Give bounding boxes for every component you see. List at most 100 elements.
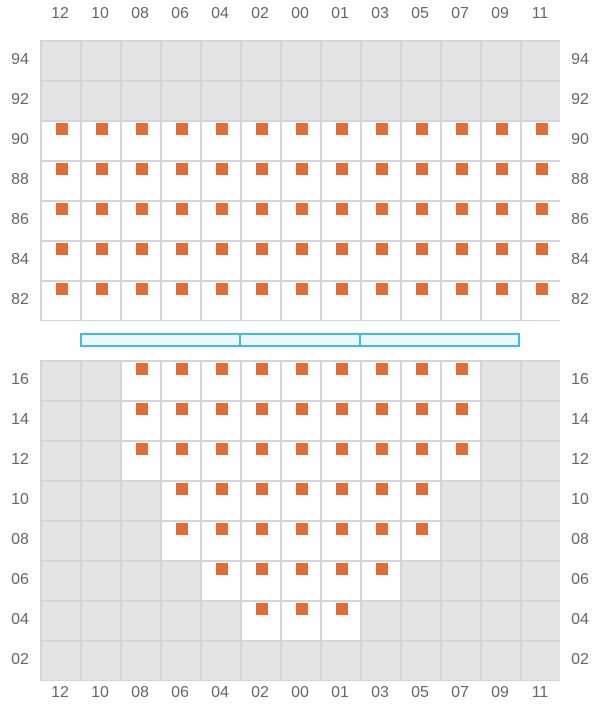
seat-marker[interactable]	[335, 242, 348, 255]
seat-cell[interactable]	[321, 121, 360, 160]
seat-cell[interactable]	[321, 361, 360, 400]
seat-marker[interactable]	[135, 122, 148, 135]
seat-cell[interactable]	[201, 521, 240, 560]
seat-marker[interactable]	[535, 162, 548, 175]
seat-cell[interactable]	[281, 241, 320, 280]
seat-marker[interactable]	[455, 162, 468, 175]
seat-cell[interactable]	[161, 201, 200, 240]
seat-cell[interactable]	[521, 121, 560, 160]
seat-marker[interactable]	[495, 242, 508, 255]
seat-marker[interactable]	[255, 122, 268, 135]
seat-cell[interactable]	[281, 401, 320, 440]
seat-marker[interactable]	[415, 282, 428, 295]
seat-marker[interactable]	[135, 402, 148, 415]
seat-cell[interactable]	[121, 241, 160, 280]
seat-marker[interactable]	[495, 202, 508, 215]
seat-marker[interactable]	[255, 242, 268, 255]
seat-marker[interactable]	[175, 362, 188, 375]
seat-cell[interactable]	[481, 241, 520, 280]
seat-marker[interactable]	[135, 162, 148, 175]
seat-cell[interactable]	[41, 161, 80, 200]
seat-cell[interactable]	[441, 401, 480, 440]
seat-cell[interactable]	[361, 281, 400, 320]
seat-marker[interactable]	[455, 282, 468, 295]
seat-marker[interactable]	[335, 122, 348, 135]
seat-marker[interactable]	[455, 122, 468, 135]
seat-cell[interactable]	[281, 161, 320, 200]
seat-cell[interactable]	[161, 241, 200, 280]
seat-cell[interactable]	[201, 241, 240, 280]
seat-marker[interactable]	[215, 282, 228, 295]
seat-marker[interactable]	[55, 122, 68, 135]
seat-marker[interactable]	[455, 202, 468, 215]
seat-cell[interactable]	[41, 201, 80, 240]
seat-cell[interactable]	[121, 401, 160, 440]
seat-marker[interactable]	[375, 242, 388, 255]
seat-marker[interactable]	[215, 442, 228, 455]
seat-cell[interactable]	[121, 281, 160, 320]
seat-cell[interactable]	[201, 361, 240, 400]
seat-cell[interactable]	[401, 281, 440, 320]
seat-cell[interactable]	[321, 241, 360, 280]
seat-marker[interactable]	[215, 122, 228, 135]
seat-cell[interactable]	[201, 481, 240, 520]
seat-marker[interactable]	[495, 282, 508, 295]
seat-marker[interactable]	[375, 562, 388, 575]
seat-cell[interactable]	[401, 441, 440, 480]
seat-marker[interactable]	[95, 242, 108, 255]
seat-marker[interactable]	[135, 242, 148, 255]
seat-cell[interactable]	[361, 121, 400, 160]
seat-cell[interactable]	[321, 441, 360, 480]
seat-marker[interactable]	[175, 402, 188, 415]
seat-cell[interactable]	[161, 481, 200, 520]
seat-cell[interactable]	[241, 121, 280, 160]
seat-cell[interactable]	[321, 561, 360, 600]
seat-cell[interactable]	[401, 481, 440, 520]
seat-marker[interactable]	[255, 442, 268, 455]
seat-marker[interactable]	[335, 282, 348, 295]
seat-marker[interactable]	[295, 282, 308, 295]
seat-cell[interactable]	[241, 401, 280, 440]
seat-marker[interactable]	[415, 242, 428, 255]
seat-cell[interactable]	[281, 121, 320, 160]
seat-cell[interactable]	[161, 521, 200, 560]
seat-marker[interactable]	[335, 562, 348, 575]
seat-cell[interactable]	[281, 201, 320, 240]
seat-cell[interactable]	[441, 161, 480, 200]
seat-cell[interactable]	[441, 361, 480, 400]
seat-cell[interactable]	[321, 601, 360, 640]
seat-cell[interactable]	[441, 281, 480, 320]
seat-marker[interactable]	[455, 442, 468, 455]
seat-cell[interactable]	[201, 401, 240, 440]
seat-cell[interactable]	[361, 561, 400, 600]
seat-cell[interactable]	[241, 561, 280, 600]
seat-marker[interactable]	[375, 282, 388, 295]
seat-marker[interactable]	[295, 362, 308, 375]
seat-marker[interactable]	[335, 402, 348, 415]
seat-cell[interactable]	[521, 241, 560, 280]
seat-marker[interactable]	[415, 162, 428, 175]
seat-cell[interactable]	[321, 201, 360, 240]
seat-marker[interactable]	[375, 122, 388, 135]
seat-cell[interactable]	[361, 161, 400, 200]
seat-marker[interactable]	[415, 362, 428, 375]
seat-marker[interactable]	[335, 162, 348, 175]
seat-marker[interactable]	[375, 442, 388, 455]
seat-cell[interactable]	[521, 201, 560, 240]
seat-marker[interactable]	[455, 402, 468, 415]
seat-marker[interactable]	[295, 602, 308, 615]
seat-marker[interactable]	[95, 162, 108, 175]
seat-cell[interactable]	[361, 401, 400, 440]
seat-marker[interactable]	[255, 202, 268, 215]
seat-cell[interactable]	[321, 161, 360, 200]
seat-cell[interactable]	[281, 281, 320, 320]
seat-cell[interactable]	[321, 521, 360, 560]
seat-marker[interactable]	[415, 122, 428, 135]
seat-cell[interactable]	[361, 361, 400, 400]
seat-marker[interactable]	[415, 202, 428, 215]
seat-marker[interactable]	[455, 362, 468, 375]
seat-marker[interactable]	[175, 162, 188, 175]
seat-cell[interactable]	[121, 121, 160, 160]
seat-marker[interactable]	[295, 442, 308, 455]
seat-cell[interactable]	[161, 161, 200, 200]
